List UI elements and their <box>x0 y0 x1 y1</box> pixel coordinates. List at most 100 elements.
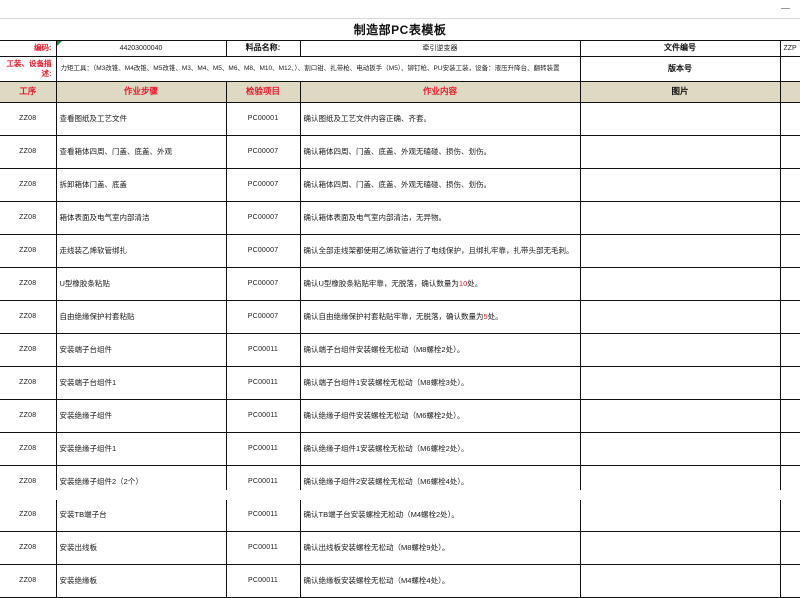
cell-process[interactable]: ZZ08 <box>0 564 57 598</box>
cell-content[interactable]: 确认箱体表面及电气室内部清洁，无异物。 <box>299 201 581 236</box>
cell-process[interactable]: ZZ08 <box>0 300 57 335</box>
cell-step[interactable]: 箱体表面及电气室内部清洁 <box>55 201 227 236</box>
table-row: ZZ08 安装绝缘子组件 PC00011 确认绝缘子组件安装螺栓无松动（M6螺栓2处）… <box>0 399 800 434</box>
cell-content[interactable]: 确认图纸及工艺文件内容正确、齐套。 <box>299 102 581 137</box>
cell-step[interactable]: 安装端子台组件1 <box>55 366 227 401</box>
cell-step[interactable]: 安装绝缘子组件 <box>55 399 227 434</box>
cell-process[interactable]: ZZ08 <box>0 399 57 434</box>
cell-process[interactable]: ZZ08 <box>0 168 57 203</box>
cell-inspect[interactable]: PC00001 <box>225 102 301 137</box>
cell-spacer <box>779 531 800 566</box>
cell-inspect[interactable]: PC00011 <box>225 564 301 598</box>
cell-step[interactable]: U型橡胶条粘贴 <box>55 267 227 302</box>
content-text: 处。 <box>487 311 503 321</box>
cell-content[interactable]: 确认自由绝缘保护衬套粘贴牢靠，无脱落，确认数量为5处。 <box>299 300 581 335</box>
cell-image[interactable] <box>579 498 781 533</box>
tooling-value[interactable]: 力矩工具：（M3改锥、M4改锥、M5改锥、M3、M4、M5、M6、M8、M10、… <box>55 55 581 83</box>
cell-image[interactable] <box>579 201 781 236</box>
cell-image[interactable] <box>579 234 781 269</box>
cell-process[interactable]: ZZ08 <box>0 531 57 566</box>
cell-inspect[interactable]: PC00011 <box>225 366 301 401</box>
cell-image[interactable] <box>579 135 781 170</box>
column-header-process: 工序 <box>0 81 57 104</box>
cell-process[interactable]: ZZ08 <box>0 333 57 368</box>
table-row: ZZ08 安装绝缘板 PC00011 确认绝缘板安装螺栓无松动（M4螺栓4处）。 <box>0 564 800 598</box>
file-no-label: 文件编号 <box>579 40 781 57</box>
cell-image[interactable] <box>579 267 781 302</box>
cell-image[interactable] <box>579 399 781 434</box>
cell-content[interactable]: 确认U型橡胶条粘贴牢靠，无脱落，确认数量为10处。 <box>299 267 581 302</box>
meta-row-tooling: 工装、设备描述: 力矩工具：（M3改锥、M4改锥、M5改锥、M3、M4、M5、M… <box>0 55 800 83</box>
cell-spacer <box>779 366 800 401</box>
material-code-value[interactable]: 44203000040 <box>55 40 227 57</box>
version-value[interactable] <box>779 55 800 83</box>
cell-process[interactable]: ZZ08 <box>0 267 57 302</box>
cell-process[interactable]: ZZ08 <box>0 498 57 533</box>
cell-content[interactable]: 确认箱体四周、门盖、底盖、外观无磕碰、损伤、划伤。 <box>299 168 581 203</box>
table-row: ZZ08 安装端子台组件1 PC00011 确认端子台组件1安装螺栓无松动（M8螺栓3… <box>0 366 800 401</box>
material-name-value[interactable]: 牵引逆变器 <box>299 40 581 57</box>
cell-process[interactable]: ZZ08 <box>0 201 57 236</box>
cell-inspect[interactable]: PC00007 <box>225 168 301 203</box>
cell-image[interactable] <box>579 432 781 467</box>
version-label: 版本号 <box>579 55 781 83</box>
content-highlight: 10 <box>458 278 468 288</box>
cell-inspect[interactable]: PC00011 <box>225 399 301 434</box>
cell-inspect[interactable]: PC00007 <box>225 135 301 170</box>
table-row: ZZ08 安装绝缘子组件1 PC00011 确认绝缘子组件1安装螺栓无松动（M6螺栓2… <box>0 432 800 467</box>
material-name-label: 料品名称: <box>225 40 301 57</box>
cell-process[interactable]: ZZ08 <box>0 234 57 269</box>
cell-content[interactable]: 确认端子台组件安装螺栓无松动（M8螺栓2处）。 <box>299 333 581 368</box>
column-header-image: 图片 <box>579 81 781 104</box>
cell-content[interactable]: 确认绝缘子组件安装螺栓无松动（M6螺栓2处）。 <box>299 399 581 434</box>
cell-step[interactable]: 安装端子台组件 <box>55 333 227 368</box>
table-row: ZZ08 查看图纸及工艺文件 PC00001 确认图纸及工艺文件内容正确、齐套。 <box>0 102 800 137</box>
cell-content[interactable]: 确认端子台组件1安装螺栓无松动（M8螺栓3处）。 <box>299 366 581 401</box>
cell-process[interactable]: ZZ08 <box>0 366 57 401</box>
cell-inspect[interactable]: PC00011 <box>225 333 301 368</box>
cell-inspect[interactable]: PC00011 <box>225 531 301 566</box>
cell-step[interactable]: 安装绝缘子组件1 <box>55 432 227 467</box>
cell-content[interactable]: 确认出线板安装螺栓无松动（M8螺栓9处）。 <box>299 531 581 566</box>
cell-process[interactable]: ZZ08 <box>0 135 57 170</box>
cell-inspect[interactable]: PC00007 <box>225 234 301 269</box>
file-no-value[interactable]: ZZP <box>779 40 800 57</box>
cell-step[interactable]: 查看图纸及工艺文件 <box>55 102 227 137</box>
minimize-icon[interactable] <box>781 8 790 9</box>
cell-step[interactable]: 查看箱体四周、门盖、底盖、外观 <box>55 135 227 170</box>
cell-content[interactable]: 确认箱体四周、门盖、底盖、外观无磕碰、损伤、划伤。 <box>299 135 581 170</box>
cell-step[interactable]: 安装出线板 <box>55 531 227 566</box>
cell-inspect[interactable]: PC00011 <box>225 432 301 467</box>
cell-image[interactable] <box>579 531 781 566</box>
cell-spacer <box>779 333 800 368</box>
cell-content[interactable]: 确认绝缘板安装螺栓无松动（M4螺栓4处）。 <box>299 564 581 598</box>
cell-content[interactable]: 确认TB端子台安装螺栓无松动（M4螺栓2处）。 <box>299 498 581 533</box>
cell-process[interactable]: ZZ08 <box>0 102 57 137</box>
table-row: ZZ08 安装TB端子台 PC00011 确认TB端子台安装螺栓无松动（M4螺栓2处）… <box>0 498 800 533</box>
window-top-strip <box>0 0 800 19</box>
cell-inspect[interactable]: PC00011 <box>225 498 301 533</box>
material-code-label: 编码: <box>0 40 57 57</box>
cell-spacer <box>779 135 800 170</box>
cell-process[interactable]: ZZ08 <box>0 432 57 467</box>
cell-image[interactable] <box>579 300 781 335</box>
cell-step[interactable]: 走线装乙烯软管绑扎 <box>55 234 227 269</box>
cell-content[interactable]: 确认全部走线架都使用乙烯软管进行了电线保护，且绑扎牢靠，扎带头部无毛刺。 <box>299 234 581 269</box>
cell-image[interactable] <box>579 168 781 203</box>
cell-image[interactable] <box>579 366 781 401</box>
cell-content[interactable]: 确认绝缘子组件1安装螺栓无松动（M6螺栓2处）。 <box>299 432 581 467</box>
cell-step[interactable]: 安装绝缘板 <box>55 564 227 598</box>
cell-inspect[interactable]: PC00007 <box>225 201 301 236</box>
cell-step[interactable]: 自由绝缘保护衬套粘贴 <box>55 300 227 335</box>
cell-inspect[interactable]: PC00007 <box>225 300 301 335</box>
cell-spacer <box>779 300 800 335</box>
cell-step[interactable]: 拆卸箱体门盖、底盖 <box>55 168 227 203</box>
cell-step[interactable]: 安装TB端子台 <box>55 498 227 533</box>
table-body: ZZ08 查看图纸及工艺文件 PC00001 确认图纸及工艺文件内容正确、齐套。 ZZ0… <box>0 102 800 598</box>
cell-image[interactable] <box>579 333 781 368</box>
cell-image[interactable] <box>579 564 781 598</box>
table-row: ZZ08 安装出线板 PC00011 确认出线板安装螺栓无松动（M8螺栓9处）。 <box>0 531 800 566</box>
cell-inspect[interactable]: PC00007 <box>225 267 301 302</box>
cell-image[interactable] <box>579 102 781 137</box>
